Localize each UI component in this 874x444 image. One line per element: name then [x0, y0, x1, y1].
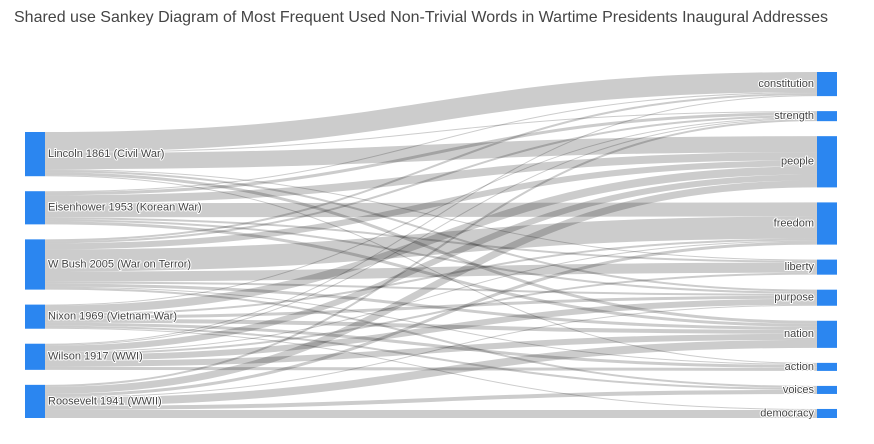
link	[44, 238, 818, 316]
node	[25, 132, 45, 177]
link	[44, 298, 818, 361]
link	[44, 93, 818, 242]
link	[44, 286, 818, 365]
link	[44, 152, 818, 204]
node-label: freedom	[774, 217, 814, 229]
node	[25, 191, 45, 225]
node-label: purpose	[774, 292, 814, 304]
link	[44, 180, 818, 394]
link	[44, 170, 818, 292]
node-label: Nixon 1969 (Vietnam War)	[48, 311, 177, 323]
link	[44, 112, 818, 196]
link	[44, 72, 818, 153]
node	[25, 304, 45, 329]
link	[44, 169, 818, 261]
node	[25, 384, 45, 418]
link	[44, 175, 818, 364]
link	[44, 219, 818, 294]
link	[44, 174, 818, 352]
link	[44, 304, 818, 398]
link	[44, 95, 818, 345]
link	[44, 333, 818, 367]
link	[44, 92, 818, 193]
node-label: people	[781, 156, 814, 168]
link	[44, 111, 818, 154]
node-label: W Bush 2005 (War on Terror)	[48, 258, 191, 270]
link	[44, 322, 818, 368]
link	[44, 327, 818, 410]
node-label: strength	[774, 110, 814, 122]
link	[44, 281, 818, 296]
node	[817, 289, 837, 306]
node-label: action	[785, 361, 814, 373]
link	[44, 272, 818, 355]
node	[817, 385, 837, 394]
link	[44, 119, 818, 387]
node-label: Wilson 1917 (WWI)	[48, 351, 143, 363]
node	[817, 136, 837, 188]
link	[44, 217, 818, 263]
link	[44, 287, 818, 388]
link	[44, 339, 818, 406]
node	[817, 111, 837, 122]
node	[817, 72, 837, 97]
node	[817, 408, 837, 418]
node-label: Lincoln 1861 (Civil War)	[48, 148, 164, 160]
link	[44, 221, 818, 327]
node-label: constitution	[758, 78, 814, 90]
link	[44, 241, 818, 397]
link	[44, 366, 818, 371]
link	[44, 118, 818, 346]
node	[25, 343, 45, 370]
link	[44, 216, 818, 272]
node-label: democracy	[760, 407, 814, 419]
link	[44, 262, 818, 282]
link	[44, 318, 818, 334]
link	[44, 202, 818, 218]
link	[44, 325, 818, 390]
node-label: nation	[784, 328, 814, 340]
node	[817, 362, 837, 371]
link	[44, 117, 818, 306]
link	[44, 283, 818, 330]
nodes: Lincoln 1861 (Civil War) Eisenhower 1953 …	[25, 72, 837, 420]
link	[44, 166, 818, 314]
node	[817, 320, 837, 348]
link	[44, 240, 818, 353]
node	[817, 259, 837, 275]
node-label: Eisenhower 1953 (Korean War)	[48, 202, 202, 214]
node	[25, 239, 45, 290]
link	[44, 160, 818, 250]
node-label: Roosevelt 1941 (WWII)	[48, 395, 162, 407]
node-label: liberty	[785, 261, 815, 273]
link	[44, 115, 818, 244]
link	[44, 295, 818, 319]
link	[44, 136, 818, 170]
links	[44, 72, 818, 419]
link	[44, 389, 818, 410]
node	[817, 202, 837, 245]
chart-title: Shared use Sankey Diagram of Most Freque…	[14, 9, 828, 26]
node-label: voices	[783, 384, 815, 396]
link	[44, 172, 818, 324]
